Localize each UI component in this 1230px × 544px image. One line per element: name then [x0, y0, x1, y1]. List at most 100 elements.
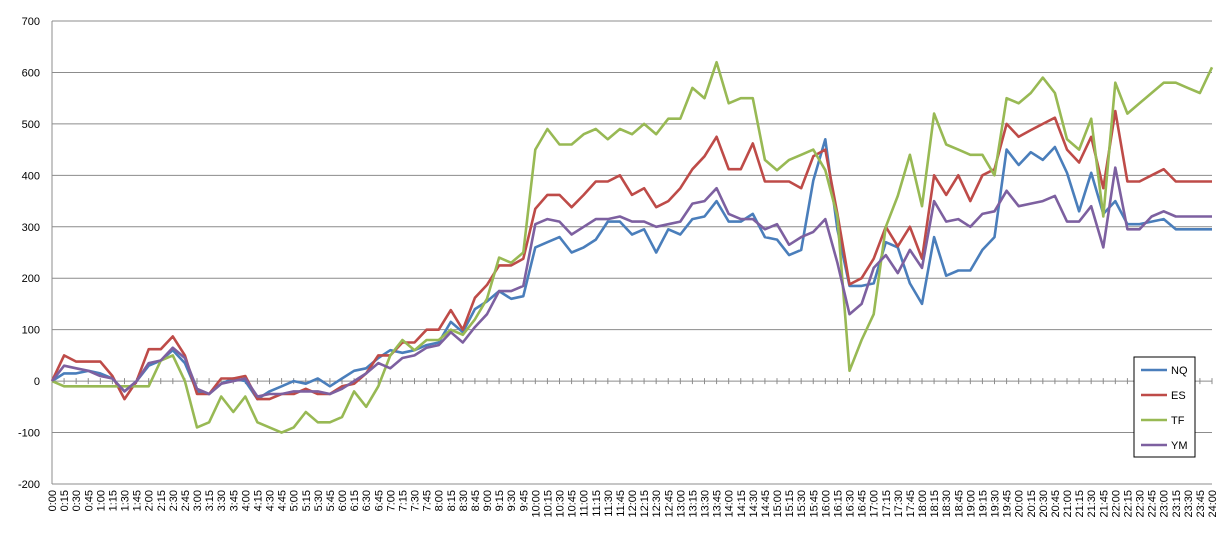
- x-tick-label: 20:30: [1038, 490, 1050, 518]
- x-tick-label: 19:00: [965, 490, 977, 518]
- x-tick-label: 13:30: [700, 490, 712, 518]
- x-tick-label: 11:15: [591, 490, 603, 517]
- y-tick-label: 100: [22, 325, 40, 337]
- x-tick-label: 17:15: [881, 490, 893, 518]
- y-tick-label: -200: [18, 479, 40, 491]
- x-tick-label: 18:00: [917, 490, 929, 518]
- legend-label-tf: TF: [1171, 415, 1185, 427]
- x-tick-label: 7:30: [410, 490, 422, 511]
- x-tick-label: 17:30: [893, 490, 905, 518]
- x-tick-label: 4:30: [265, 490, 277, 511]
- legend: NQ ES TF YM: [1133, 356, 1196, 458]
- legend-label-nq: NQ: [1171, 365, 1188, 377]
- x-tick-label: 0:00: [47, 490, 59, 511]
- y-tick-label: 600: [22, 67, 40, 79]
- x-tick-label: 13:45: [712, 490, 724, 518]
- legend-box: [1133, 356, 1196, 458]
- x-tick-label: 20:15: [1026, 490, 1038, 518]
- x-tick-label: 22:15: [1122, 490, 1134, 518]
- x-tick-label: 14:30: [748, 490, 760, 518]
- x-tick-label: 21:00: [1062, 490, 1074, 518]
- x-tick-label: 19:15: [977, 490, 989, 518]
- x-tick-label: 9:45: [518, 490, 530, 511]
- x-tick-label: 14:00: [724, 490, 736, 518]
- y-tick-label: 700: [22, 16, 40, 28]
- x-tick-label: 1:30: [120, 490, 132, 511]
- x-tick-label: 15:00: [772, 490, 784, 518]
- x-tick-label: 19:45: [1002, 490, 1014, 518]
- x-tick-label: 3:45: [228, 490, 240, 511]
- x-tick-label: 10:30: [555, 490, 567, 518]
- x-tick-label: 2:45: [180, 490, 192, 511]
- x-tick-label: 0:30: [71, 490, 83, 511]
- y-tick-label: 0: [34, 376, 40, 388]
- x-tick-label: 15:45: [808, 490, 820, 518]
- x-tick-label: 11:00: [579, 490, 591, 517]
- x-tick-label: 5:00: [289, 490, 301, 511]
- x-tick-label: 16:45: [857, 490, 869, 518]
- x-tick-label: 23:15: [1171, 490, 1183, 518]
- x-tick-label: 14:45: [760, 490, 772, 518]
- x-tick-label: 9:15: [494, 490, 506, 511]
- x-tick-label: 11:30: [603, 490, 615, 517]
- x-tick-label: 9:00: [482, 490, 494, 511]
- x-tick-label: 16:15: [832, 490, 844, 518]
- y-tick-label: 200: [22, 273, 40, 285]
- x-tick-label: 3:15: [204, 490, 216, 511]
- x-tick-label: 21:30: [1086, 490, 1098, 518]
- series-line-tf: [51, 60, 1214, 434]
- x-tick-label: 24:00: [1207, 490, 1219, 518]
- x-tick-label: 1:00: [95, 490, 107, 511]
- gridlines: [51, 20, 1212, 485]
- x-tick-label: 21:15: [1074, 490, 1086, 518]
- series-line-es: [50, 109, 1212, 401]
- x-tick-label: 6:45: [373, 490, 385, 511]
- legend-label-ym: YM: [1171, 440, 1188, 452]
- y-tick-label: 400: [22, 170, 40, 182]
- x-tick-label: 6:00: [337, 490, 349, 511]
- x-tick-label: 13:00: [675, 490, 687, 518]
- x-tick-label: 15:15: [784, 490, 796, 518]
- x-tick-label: 3:30: [216, 490, 228, 511]
- x-tick-label: 19:30: [990, 490, 1002, 518]
- x-tick-label: 22:00: [1110, 490, 1122, 518]
- x-tick-label: 11:45: [615, 490, 627, 517]
- x-tick-label: 12:15: [639, 490, 651, 518]
- x-tick-label: 13:15: [687, 490, 699, 518]
- series-line-nq: [51, 138, 1212, 401]
- x-tick-label: 16:30: [845, 490, 857, 518]
- x-tick-label: 20:45: [1050, 490, 1062, 518]
- x-tick-label: 0:15: [59, 490, 71, 511]
- x-tick-label: 2:15: [156, 490, 168, 511]
- x-tick-label: 8:00: [434, 490, 446, 511]
- x-tick-label: 7:15: [397, 490, 409, 511]
- x-tick-label: 2:30: [168, 490, 180, 511]
- x-tick-label: 10:00: [530, 490, 542, 518]
- x-tick-label: 17:45: [905, 490, 917, 518]
- x-tick-label: 5:15: [301, 490, 313, 511]
- y-tick-label: 500: [22, 119, 40, 131]
- x-tick-label: 6:30: [361, 490, 373, 511]
- x-tick-label: 10:15: [542, 490, 554, 518]
- x-tick-label: 8:30: [458, 490, 470, 511]
- x-tick-label: 18:45: [953, 490, 965, 518]
- x-tick-label: 16:00: [820, 490, 832, 518]
- y-tick-label: 300: [22, 222, 40, 234]
- x-tick-label: 9:30: [506, 490, 518, 511]
- x-tick-label: 3:00: [192, 490, 204, 511]
- x-tick-label: 20:00: [1014, 490, 1026, 518]
- x-tick-label: 5:30: [313, 490, 325, 511]
- x-tick-label: 21:45: [1098, 490, 1110, 518]
- x-tick-label: 4:45: [277, 490, 289, 511]
- legend-label-es: ES: [1171, 390, 1186, 402]
- x-axis: 0:00 0:15 0:30 0:45 1:00 1:15 1:30 1:45 2:00 2:15…: [47, 378, 1219, 518]
- x-tick-label: 6:15: [349, 490, 361, 511]
- x-tick-label: 23:00: [1159, 490, 1171, 518]
- x-tick-label: 22:30: [1135, 490, 1147, 518]
- x-tick-label: 14:15: [736, 490, 748, 518]
- x-tick-label: 1:15: [107, 490, 119, 511]
- x-tick-label: 5:45: [325, 490, 337, 511]
- x-tick-label: 0:45: [83, 490, 95, 511]
- x-tick-label: 2:00: [144, 490, 156, 511]
